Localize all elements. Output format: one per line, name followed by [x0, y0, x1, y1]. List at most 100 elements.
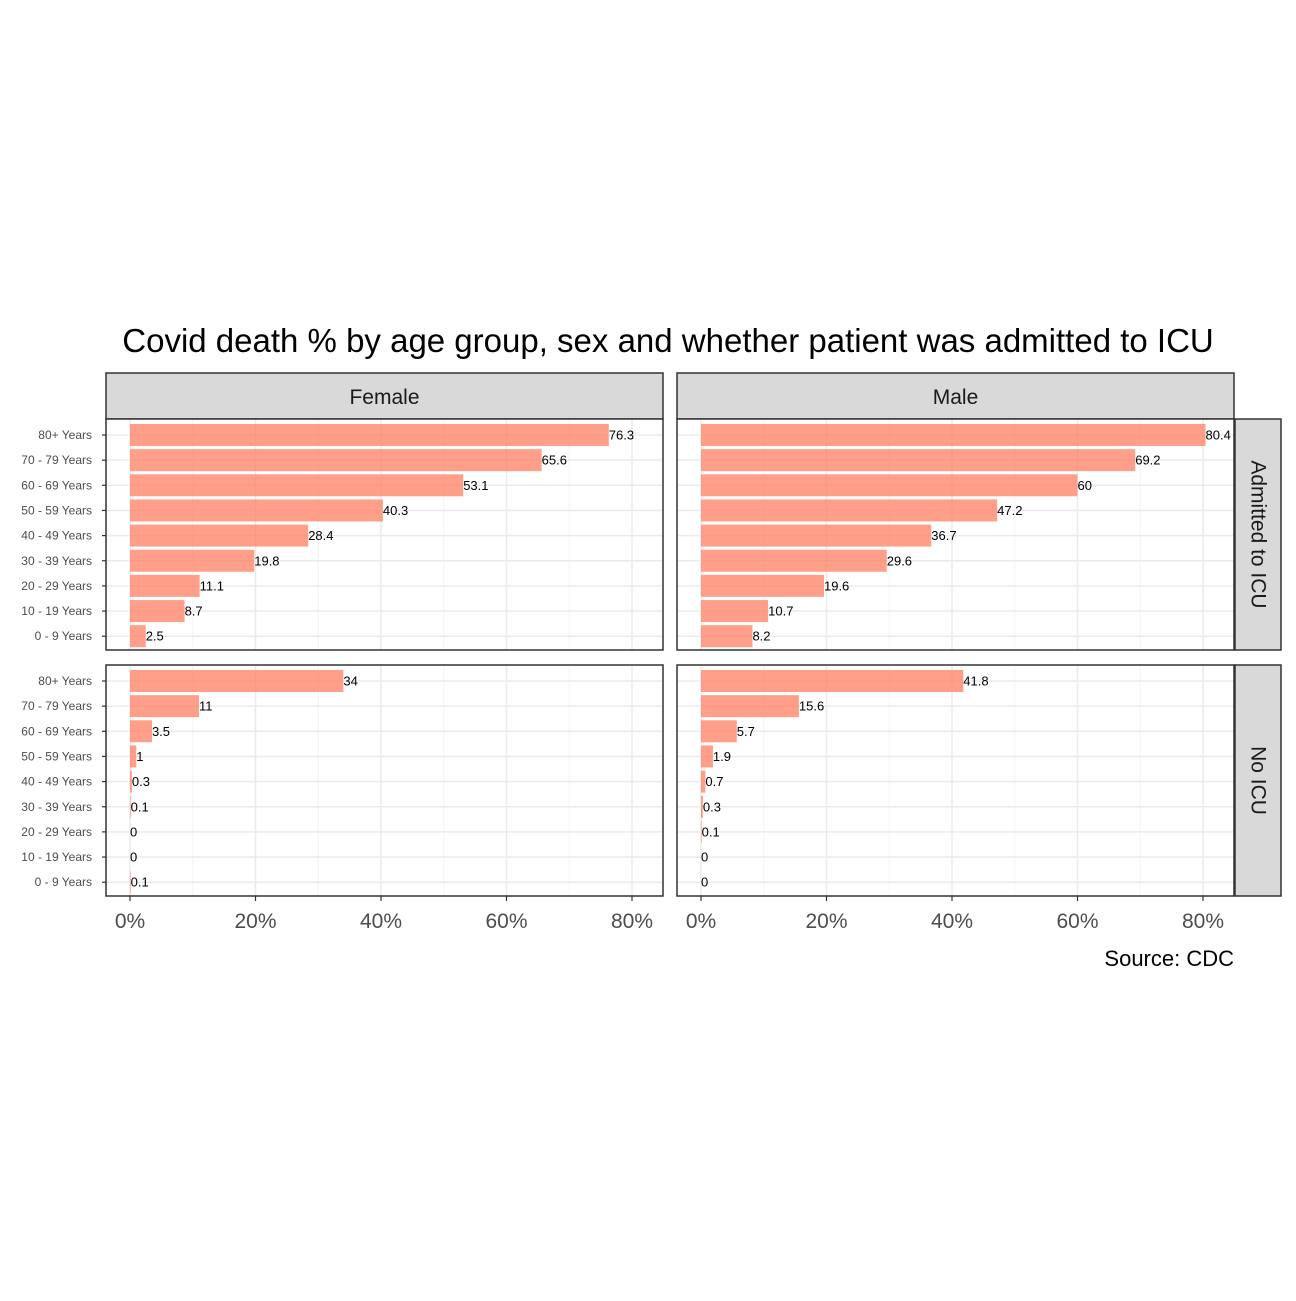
y-tick-label: 10 - 19 Years — [21, 850, 92, 864]
y-tick-label: 40 - 49 Years — [21, 775, 92, 789]
data-label: 11.1 — [200, 578, 224, 593]
facet-strip-male — [676, 372, 1235, 420]
facet-strip-no-icu — [1234, 664, 1282, 897]
y-tick-label: 50 - 59 Years — [21, 503, 92, 517]
bar-80-years — [701, 424, 1206, 446]
bar-60-69-years — [130, 474, 464, 497]
panel-male-admitted-to-icu: 80.4 69.2 60 47.2 36.7 29.6 19.6 10.7 8.2 — [676, 418, 1235, 651]
x-tick-label: 40% — [931, 910, 973, 933]
bar-30-39-years — [130, 795, 131, 818]
data-label: 0.3 — [132, 774, 150, 789]
data-label: 15.6 — [799, 699, 824, 714]
panel-female-admitted-to-icu: 76.3 65.6 53.1 40.3 28.4 19.8 11.1 8.7 2.5 80+ Ye… — [21, 418, 664, 651]
panel-border — [105, 664, 664, 897]
y-tick-label: 70 - 79 Years — [21, 453, 92, 467]
data-label: 80.4 — [1206, 428, 1231, 443]
data-label: 76.3 — [609, 428, 634, 443]
data-label: 65.6 — [542, 453, 567, 468]
y-tick-label: 80+ Years — [38, 428, 92, 442]
bar-50-59-years — [701, 745, 713, 768]
data-label: 8.7 — [185, 604, 203, 619]
facet-label-male: Male — [933, 386, 979, 409]
data-label: 36.7 — [931, 528, 956, 543]
data-label: 69.2 — [1135, 453, 1160, 468]
bar-80-years — [701, 670, 964, 692]
data-label: 1.9 — [713, 749, 731, 764]
data-label: 0.1 — [131, 799, 149, 814]
panel-border — [105, 418, 664, 651]
bar-40-49-years — [130, 770, 132, 793]
data-label: 47.2 — [997, 503, 1022, 518]
chart-title: Covid death % by age group, sex and whet… — [122, 322, 1213, 359]
bar-60-69-years — [701, 474, 1078, 497]
bar-70-79-years — [130, 695, 200, 718]
y-tick-label: 60 - 69 Years — [21, 478, 92, 492]
y-tick-label: 30 - 39 Years — [21, 554, 92, 568]
facet-strip-female — [105, 372, 664, 420]
data-label: 11 — [199, 699, 213, 714]
x-tick-label: 80% — [1182, 910, 1224, 933]
bar-50-59-years — [130, 745, 137, 768]
y-tick-label: 40 - 49 Years — [21, 529, 92, 543]
y-tick-label: 50 - 59 Years — [21, 749, 92, 763]
bar-50-59-years — [701, 499, 998, 522]
bar-60-69-years — [130, 720, 152, 743]
y-tick-label: 20 - 29 Years — [21, 825, 92, 839]
data-label: 0.1 — [702, 824, 720, 839]
data-label: 2.5 — [146, 629, 164, 644]
data-label: 28.4 — [308, 528, 333, 543]
panel-female-no-icu: 34 11 3.5 1 0.3 0.1 0 0 0.1 80+ Years 70 - 79 Year… — [21, 664, 664, 933]
x-tick-label: 20% — [805, 910, 847, 933]
bar-60-69-years — [701, 720, 737, 743]
x-tick-label: 20% — [234, 910, 276, 933]
bar-50-59-years — [130, 499, 383, 522]
bar-0-9-years — [701, 625, 753, 648]
y-tick-label: 20 - 29 Years — [21, 579, 92, 593]
data-label: 19.8 — [254, 553, 279, 568]
bar-40-49-years — [130, 524, 309, 547]
x-tick-label: 60% — [485, 910, 527, 933]
data-label: 34 — [343, 674, 357, 689]
y-tick-label: 10 - 19 Years — [21, 604, 92, 618]
data-label: 0 — [701, 875, 708, 890]
bar-80-years — [130, 424, 609, 446]
facet-label-no-icu: No ICU — [1247, 746, 1270, 815]
bar-70-79-years — [130, 449, 542, 472]
facet-label-female: Female — [349, 386, 419, 409]
bar-30-39-years — [130, 549, 255, 572]
y-tick-label: 70 - 79 Years — [21, 699, 92, 713]
data-label: 0 — [701, 850, 708, 865]
data-label: 41.8 — [963, 674, 988, 689]
y-tick-label: 60 - 69 Years — [21, 724, 92, 738]
data-label: 29.6 — [887, 553, 912, 568]
facet-label-admitted-to-icu: Admitted to ICU — [1247, 460, 1270, 608]
bar-80-years — [130, 670, 344, 692]
data-label: 40.3 — [383, 503, 408, 518]
x-tick-label: 0% — [115, 910, 145, 933]
data-label: 53.1 — [463, 478, 488, 493]
bar-0-9-years — [130, 871, 131, 894]
data-label: 19.6 — [824, 578, 849, 593]
data-label: 8.2 — [752, 629, 770, 644]
bar-20-29-years — [701, 574, 824, 597]
bar-30-39-years — [701, 795, 703, 818]
data-label: 0 — [130, 850, 137, 865]
data-label: 0.3 — [703, 799, 721, 814]
data-label: 0 — [130, 824, 137, 839]
bar-20-29-years — [701, 820, 702, 843]
data-label: 60 — [1078, 478, 1092, 493]
bar-10-19-years — [130, 600, 185, 623]
bar-40-49-years — [701, 524, 932, 547]
data-label: 5.7 — [737, 724, 755, 739]
y-tick-label: 0 - 9 Years — [35, 629, 92, 643]
data-label: 0.7 — [705, 774, 723, 789]
bar-30-39-years — [701, 549, 887, 572]
bar-10-19-years — [701, 600, 769, 623]
y-tick-label: 80+ Years — [38, 674, 92, 688]
bar-70-79-years — [701, 449, 1136, 472]
x-tick-label: 40% — [360, 910, 402, 933]
panel-border — [676, 418, 1235, 651]
bar-0-9-years — [130, 625, 146, 648]
